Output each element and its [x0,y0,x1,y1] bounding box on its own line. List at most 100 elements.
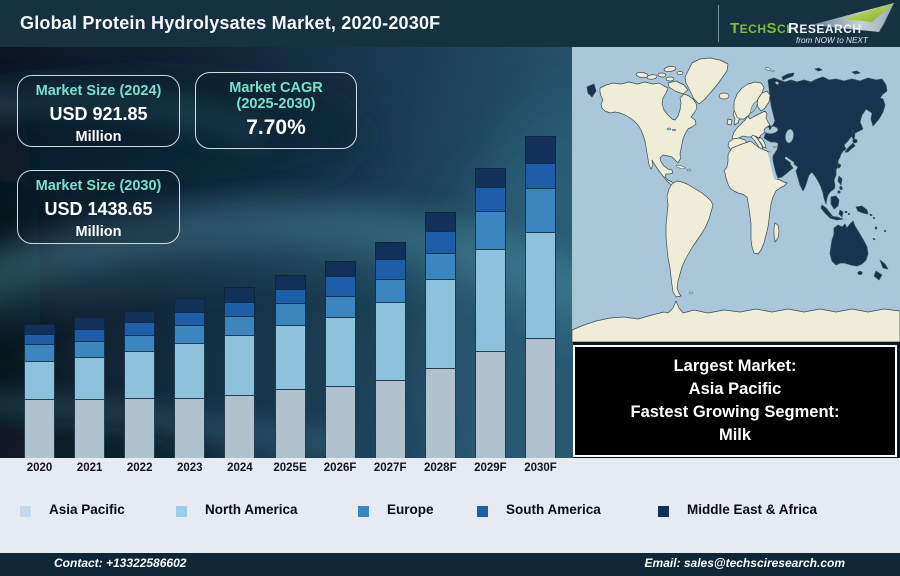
world-map [571,47,900,343]
x-axis-label: 2029F [474,462,507,474]
footer-email: Email: sales@techsciresearch.com [644,556,845,570]
bar-segment [24,360,55,400]
legend-swatch [176,506,187,517]
legend-label: South America [506,502,601,517]
logo-divider [718,5,719,42]
stacked-bar-2023 [174,298,206,458]
stacked-bar-2028F [424,212,456,458]
bar-segment [124,351,156,398]
bar-segment [224,395,256,458]
bar-segment [124,322,156,335]
bar-segment [474,210,506,250]
stacked-bar-2025E [274,274,306,458]
x-axis-label: 2021 [76,462,103,474]
callout-line: Asia Pacific [688,380,782,398]
bar-segment [474,351,506,458]
info-box-value: 7.70% [246,116,306,139]
x-axis-label: 2026F [323,462,357,474]
stacked-bar-2024 [224,287,256,458]
bar-segment [525,231,556,339]
svg-text:TECHSCI: TECHSCI [730,20,790,37]
footer-contact: Contact: +13322586602 [54,556,187,570]
bar-segment [274,389,306,458]
info-box-title: Market CAGR [229,80,323,96]
bar-segment [324,385,356,458]
bar-segment [224,287,256,302]
bar-segment [374,259,406,280]
bar-segment [224,301,256,317]
bar-segment [174,311,206,326]
stacked-bar-2020 [24,324,55,458]
legend-swatch [358,506,369,517]
bar-segment [525,162,556,189]
bar-segment [374,241,406,260]
bar-segment [424,212,456,231]
header-bar: Global Protein Hydrolysates Market, 2020… [0,0,900,47]
bar-segment [74,357,106,399]
stacked-bar-2027F [374,241,406,458]
legend-label: Asia Pacific [49,502,125,517]
bar-segment [74,340,106,358]
bar-segment [424,252,456,279]
bar-segment [525,188,556,232]
bar-segment [274,289,306,304]
bar-segment [224,316,256,336]
legend-label: Europe [387,502,434,517]
brand-logo: TECHSCI RESEARCH from NOW to NEXT [722,0,900,47]
x-axis-label: 2022 [126,462,153,474]
bar-segment [374,279,406,303]
x-axis-label: 2025E [273,462,307,474]
legend-label: North America [205,502,298,517]
info-box-market-size-2024: Market Size (2024) USD 921.85 Million [17,75,180,147]
bar-segment [324,295,356,318]
bar-segment [424,230,456,253]
info-box-market-size-2030: Market Size (2030) USD 1438.65 Million [17,170,180,244]
callout-line: Fastest Growing Segment: [630,403,840,421]
world-map-panel [571,47,900,343]
info-box-value: USD 1438.65 [44,199,153,219]
bar-segment [24,324,55,334]
bar-segment [374,379,406,458]
bar-segment [174,342,206,399]
bar-segment [324,276,356,296]
legend-swatch [477,506,488,517]
info-box-unit: Million [75,129,122,145]
svg-text:RESEARCH: RESEARCH [788,20,862,37]
bar-segment [274,324,306,390]
bar-segment [74,398,106,458]
bar-segment [324,260,356,277]
x-axis-label: 2027F [373,462,407,474]
bar-segment [124,310,156,323]
bar-segment [525,136,556,163]
bar-segment [174,298,206,312]
bar-segment [74,328,106,341]
bar-segment [424,279,456,368]
bar-segment [324,317,356,386]
legend-swatch [20,506,31,517]
bar-segment [424,367,456,458]
info-box-value: USD 921.85 [49,104,148,124]
x-axis-label: 2028F [423,462,457,474]
bar-segment [174,325,206,343]
bar-segment [224,335,256,396]
bar-segment [24,344,55,361]
bar-segment [24,399,55,458]
bar-segment [525,338,556,458]
info-box-title: Market Size (2024) [35,83,162,99]
x-axis-label: 2024 [227,462,253,474]
legend-swatch [658,506,669,517]
info-box-title-line2: (2025-2030) [236,96,316,112]
bar-segment [274,303,306,325]
bar-segment [124,334,156,352]
techsci-logo: TECHSCI RESEARCH from NOW to NEXT [730,3,894,45]
bar-segment [74,317,106,329]
stacked-bar-chart [0,47,573,458]
bar-segment [124,397,156,458]
footer-bar: Contact: +13322586602 Email: sales@techs… [0,553,900,576]
largest-market-callout: Largest Market: Asia Pacific Fastest Growi… [573,345,897,457]
svg-text:from NOW to NEXT: from NOW to NEXT [796,36,869,45]
info-box-unit: Million [75,224,122,240]
axis-and-legend-band: 2020 2021 2022 2023 2024 2025E 2026F 2027F 2028F… [0,458,900,553]
stacked-bar-2029F [474,168,506,458]
